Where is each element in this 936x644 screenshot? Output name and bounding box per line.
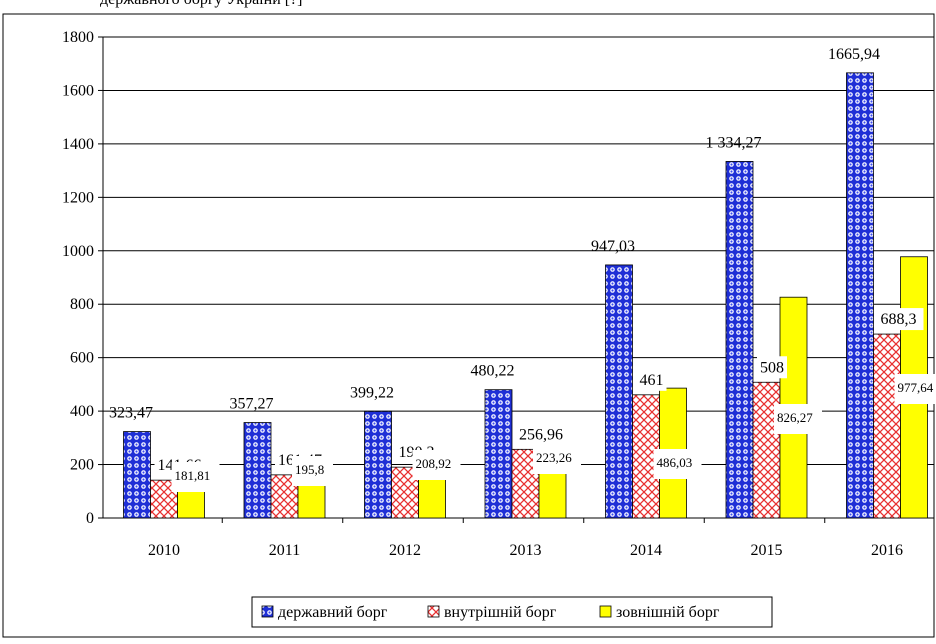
y-tick-label: 0: [86, 510, 94, 527]
data-label-external-debt: 181,81: [175, 468, 211, 483]
grid-lines: [103, 37, 934, 465]
data-label-state-debt: 357,27: [230, 396, 274, 413]
y-tick-label: 800: [70, 296, 94, 313]
bar-domestic-debt: [753, 382, 780, 518]
data-label-state-debt: 947,03: [591, 238, 635, 255]
bar-state-debt: [847, 73, 874, 518]
data-label-domestic-debt: 461: [640, 372, 664, 389]
x-tick-label: 2011: [269, 542, 300, 559]
y-tick-label: 400: [70, 403, 94, 420]
x-tick-label: 2013: [510, 542, 542, 559]
x-tick-label: 2015: [751, 542, 783, 559]
data-label-external-debt: 486,03: [657, 455, 693, 470]
bar-state-debt: [726, 161, 753, 518]
bar-state-debt: [365, 411, 392, 518]
bar-state-debt: [485, 390, 512, 518]
y-tick-label: 600: [70, 350, 94, 367]
legend-label-external-debt: зовнішній борг: [616, 604, 720, 621]
x-tick-label: 2014: [630, 542, 662, 559]
data-label-external-debt: 223,26: [536, 450, 572, 465]
data-label-state-debt: 323,47: [109, 405, 153, 422]
x-tick-label: 2010: [148, 542, 180, 559]
bar-state-debt: [124, 432, 151, 518]
bar-domestic-debt: [874, 334, 901, 518]
y-tick-label: 1600: [62, 82, 94, 99]
y-tick-label: 1000: [62, 243, 94, 260]
data-label-state-debt: 480,22: [471, 363, 515, 380]
legend: державний борг внутрішній борг зовнішній…: [252, 597, 772, 627]
data-label-domestic-debt: 256,96: [519, 426, 563, 443]
bar-state-debt: [244, 423, 271, 518]
bars: [124, 73, 928, 518]
data-label-external-debt: 977,64: [898, 380, 934, 395]
bar-state-debt: [606, 265, 633, 518]
data-labels: 323,47141,66181,81357,27161,47195,8399,2…: [109, 46, 936, 492]
y-tick-label: 200: [70, 457, 94, 474]
data-label-domestic-debt: 688,3: [881, 311, 917, 328]
data-label-state-debt: 1665,94: [828, 46, 880, 63]
x-tick-label: 2016: [871, 542, 903, 559]
legend-swatch-domestic-debt: [428, 606, 439, 617]
data-label-domestic-debt: 508: [760, 359, 784, 376]
legend-swatch-state-debt: [262, 606, 273, 617]
y-tick-label: 1200: [62, 189, 94, 206]
y-tick-label: 1800: [62, 29, 94, 46]
data-label-external-debt: 195,8: [295, 462, 324, 477]
data-label-state-debt: 399,22: [350, 384, 394, 401]
data-label-external-debt: 826,27: [777, 410, 813, 425]
legend-swatch-external-debt: [600, 606, 611, 617]
x-tick-label: 2012: [389, 542, 421, 559]
legend-label-state-debt: державний борг: [278, 604, 388, 621]
legend-label-domestic-debt: внутрішній борг: [444, 604, 557, 621]
caption-fragment: державного боргу України [?]: [100, 0, 303, 8]
data-label-external-debt: 208,92: [416, 456, 452, 471]
data-label-state-debt: 1 334,27: [706, 134, 762, 151]
y-tick-label: 1400: [62, 136, 94, 153]
